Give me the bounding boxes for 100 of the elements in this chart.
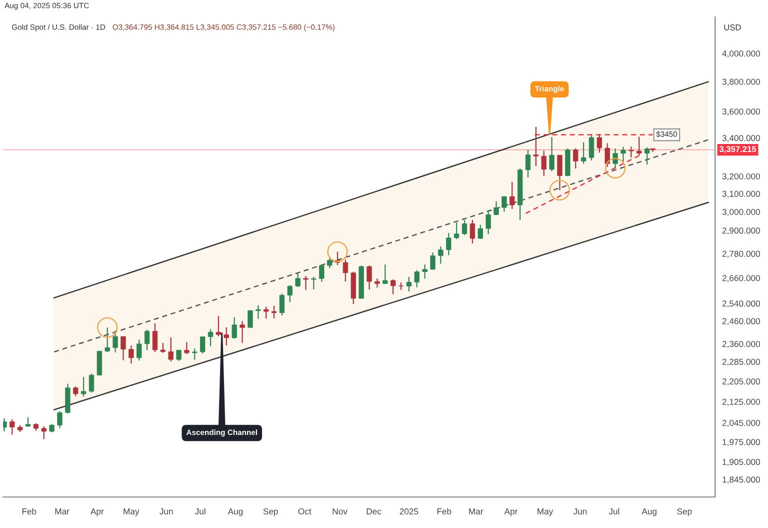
candlestick bbox=[612, 148, 618, 169]
x-tick-label: 2025 bbox=[400, 508, 418, 514]
candlestick bbox=[184, 341, 190, 355]
candlestick bbox=[224, 326, 230, 346]
candlestick bbox=[152, 322, 158, 353]
y-tick-label: 2,360.000 bbox=[722, 340, 760, 348]
candlestick bbox=[366, 264, 372, 290]
candlestick bbox=[208, 328, 214, 347]
x-tick-label: May bbox=[124, 508, 140, 516]
candlestick bbox=[57, 410, 62, 429]
y-axis-title: USD bbox=[724, 24, 741, 30]
y-tick-label: 2,125.000 bbox=[722, 398, 760, 406]
candlestick bbox=[382, 264, 388, 284]
candlestick bbox=[256, 304, 261, 320]
y-tick-label: 1,975.000 bbox=[722, 439, 760, 446]
x-tick-label: Dec bbox=[366, 508, 382, 514]
candlestick bbox=[192, 348, 198, 360]
candlestick bbox=[168, 336, 174, 362]
candlestick bbox=[327, 258, 332, 269]
candlestick bbox=[271, 305, 277, 319]
candlestick bbox=[279, 292, 285, 316]
candlestick bbox=[557, 154, 562, 191]
x-tick-label: Mar bbox=[469, 508, 484, 514]
candlestick bbox=[636, 136, 642, 156]
candlestick bbox=[525, 149, 531, 178]
candlestick bbox=[200, 336, 206, 354]
candlestick bbox=[41, 426, 46, 440]
candlestick bbox=[176, 349, 182, 362]
x-tick-label: Apr bbox=[90, 508, 104, 516]
candlestick bbox=[73, 386, 78, 397]
candlestick bbox=[541, 150, 546, 176]
candlestick bbox=[502, 196, 507, 212]
candlestick bbox=[644, 146, 650, 166]
candlestick bbox=[120, 336, 126, 361]
candlestick bbox=[88, 373, 94, 394]
candlestick bbox=[342, 259, 348, 282]
y-tick-label: 2,205.000 bbox=[722, 378, 760, 386]
candlestick bbox=[446, 232, 452, 256]
candlestick bbox=[422, 264, 428, 280]
candlestick bbox=[470, 219, 476, 244]
candlestick bbox=[10, 418, 15, 435]
x-tick-label: Nov bbox=[332, 508, 348, 514]
candlestick bbox=[104, 326, 110, 352]
x-tick-label: Jul bbox=[608, 508, 620, 514]
candlestick bbox=[287, 284, 293, 303]
candlestick bbox=[628, 146, 634, 158]
y-tick-label: 2,460.000 bbox=[722, 318, 760, 326]
candlestick bbox=[454, 222, 460, 240]
candlestick bbox=[533, 126, 539, 167]
candlestick bbox=[25, 416, 31, 428]
x-tick-label: Jul bbox=[194, 508, 206, 514]
y-tick-label: 3,600.000 bbox=[722, 108, 760, 116]
candlestick bbox=[136, 339, 142, 361]
candlestick bbox=[80, 376, 86, 398]
candlestick bbox=[430, 252, 436, 270]
y-tick-label: 3,800.000 bbox=[722, 78, 760, 86]
candlestick bbox=[478, 224, 483, 240]
candlestick bbox=[240, 320, 245, 344]
y-tick-label: 3,200.000 bbox=[722, 173, 760, 180]
candlestick bbox=[311, 276, 316, 290]
y-tick-label: 2,660.000 bbox=[722, 275, 760, 282]
candlestick bbox=[438, 246, 444, 264]
candlestick bbox=[510, 181, 515, 210]
candlestick bbox=[462, 220, 468, 236]
candlestick bbox=[374, 278, 380, 288]
candlestick bbox=[295, 272, 300, 288]
candlestick bbox=[414, 270, 420, 288]
candlestick bbox=[248, 310, 253, 328]
x-tick-label: Jun bbox=[573, 508, 587, 514]
y-tick-label: 2,285.000 bbox=[722, 358, 760, 366]
x-tick-label: May bbox=[538, 508, 554, 516]
candlestick bbox=[549, 136, 554, 172]
candlestick bbox=[406, 276, 412, 292]
candlestick bbox=[144, 329, 150, 351]
candlestick bbox=[319, 264, 324, 282]
y-tick-label: 2,780.000 bbox=[722, 250, 760, 258]
candlestick bbox=[128, 344, 134, 364]
y-tick-label: 3,000.000 bbox=[722, 208, 760, 216]
candlestick bbox=[486, 210, 491, 235]
x-tick-label: Jun bbox=[160, 508, 173, 514]
x-tick-label: Feb bbox=[437, 508, 452, 514]
x-tick-label: Sep bbox=[677, 508, 692, 516]
candlestick bbox=[580, 142, 586, 164]
x-tick-label: Mar bbox=[55, 508, 70, 514]
x-tick-label: Apr bbox=[504, 508, 518, 516]
x-tick-label: Aug bbox=[642, 508, 656, 516]
candlestick bbox=[232, 316, 237, 340]
candlestick bbox=[216, 315, 222, 337]
ref-line-label: 3,357.215 bbox=[719, 146, 756, 154]
candlestick bbox=[596, 134, 602, 154]
y-tick-label: 2,900.000 bbox=[722, 228, 760, 235]
candlestick bbox=[112, 330, 118, 353]
y-tick-label: 3,400.000 bbox=[722, 135, 760, 142]
candlestick bbox=[303, 275, 308, 290]
y-tick-label: 4,000.000 bbox=[722, 50, 760, 58]
x-tick-label: Aug bbox=[228, 508, 243, 516]
y-tick-label: 2,045.000 bbox=[722, 420, 760, 427]
y-tick-label: 3,100.000 bbox=[722, 190, 760, 198]
candlestick bbox=[160, 342, 166, 354]
candlestick bbox=[390, 278, 396, 295]
